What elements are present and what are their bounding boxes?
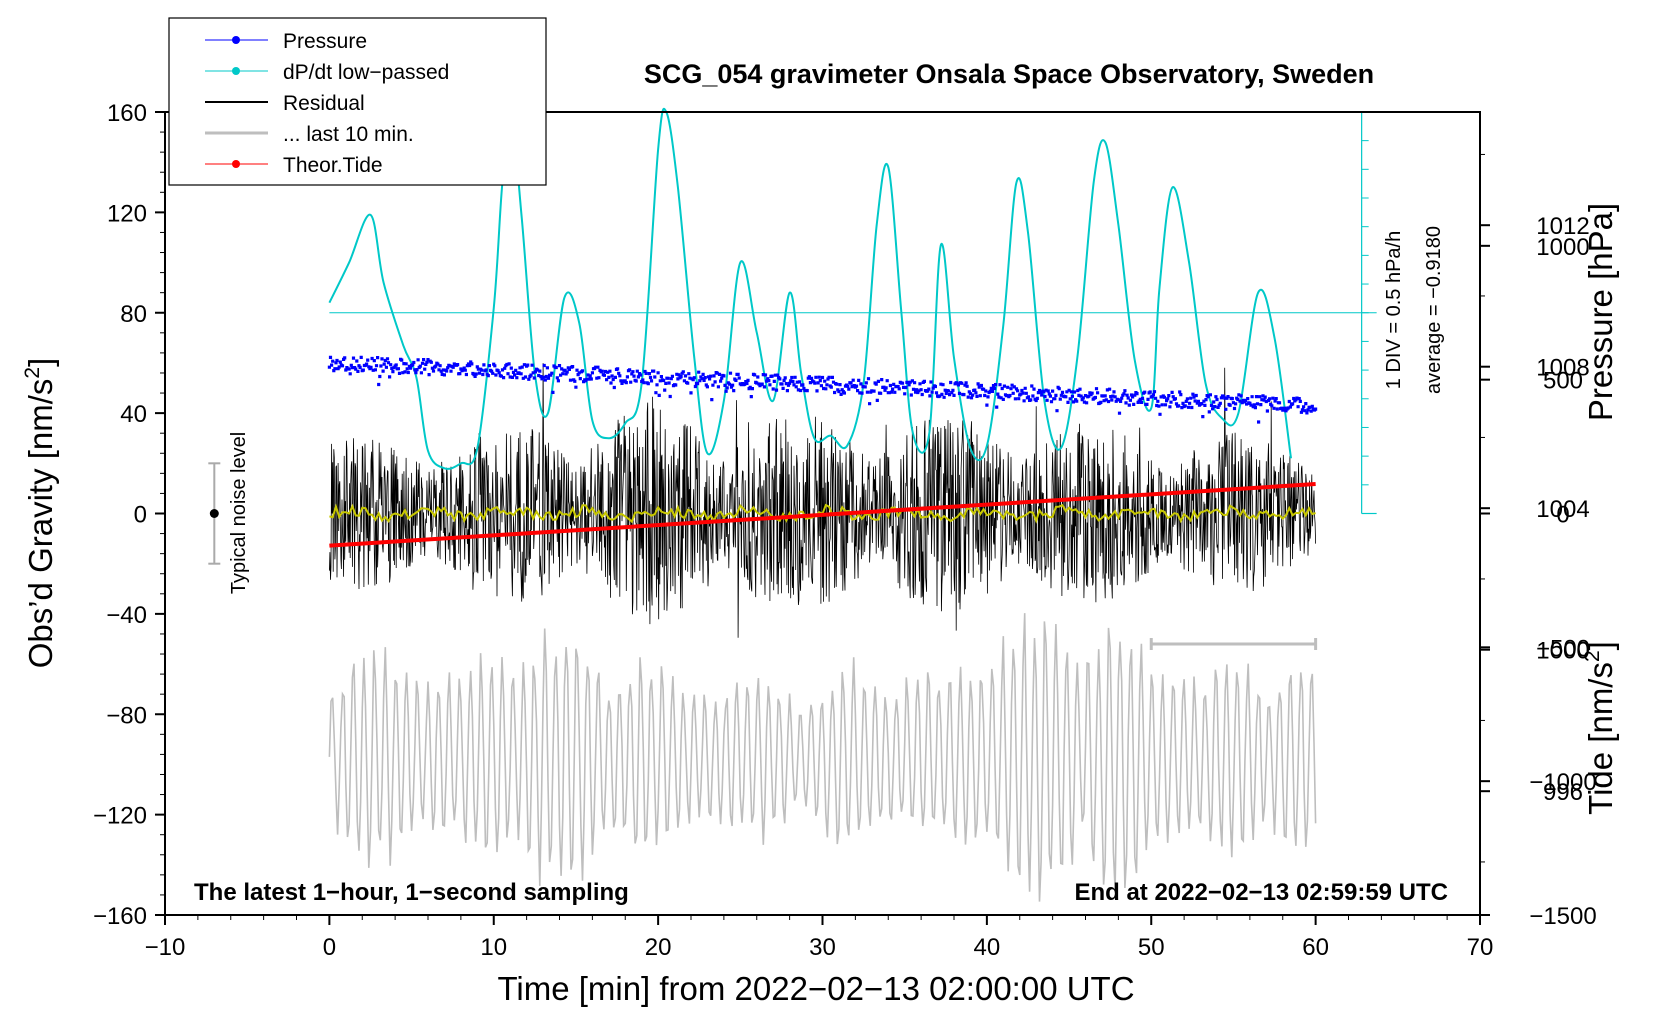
y-tick-label: 0 [134,502,147,529]
legend-entry-last10: ... last 10 min. [205,123,414,146]
end-time-note: End at 2022−02−13 02:59:59 UTC [1074,879,1448,906]
legend-entry-pressure: Pressure [205,30,367,53]
y-axis-label-pressure: Pressure [hPa] [1582,203,1619,421]
y-tick-label: −40 [106,602,147,629]
pressure-tick-label: 996 [1543,779,1583,806]
x-tick-label: 70 [1467,934,1494,961]
legend-marker-pressure [232,36,240,44]
noise-bar-dot [209,509,219,518]
y-tick-label: 160 [107,100,147,127]
svg-text:Pressure: Pressure [283,30,367,53]
legend-entry-residual: Residual [205,92,365,115]
tide-tick-label: −500 [1536,635,1590,662]
tide-tick-label: 500 [1543,368,1583,395]
x-tick-label: 50 [1138,934,1165,961]
plot-area: −10 0 10 20 30 40 50 60 70 160 120 80 40 0 −40 −80 −120 −… [93,100,1597,961]
tide-tick-label: −1500 [1529,903,1596,930]
pressure-tick-label: 1000 [1536,638,1589,665]
tide-trace [329,482,1316,548]
y-tick-label: −160 [93,903,147,930]
x-tick-label: 60 [1302,934,1329,961]
y-tick-label: −120 [93,803,147,830]
y-tick-label: 120 [107,200,147,227]
pressure-tick-label: 1004 [1536,496,1589,523]
tide-tick-label: 1000 [1536,234,1589,261]
chart-title: SCG_054 gravimeter Onsala Space Observat… [644,59,1374,89]
y-tick-label: 80 [120,301,147,328]
legend-entry-ddt: dP/dt low−passed [205,61,449,84]
x-tick-label: 30 [809,934,836,961]
x-tick-label: 10 [480,934,507,961]
y-tick-label: −80 [106,702,147,729]
tide-tick-label: 0 [1556,502,1569,529]
pressure-tick-label: 1008 [1536,355,1589,382]
x-tick-label: 40 [974,934,1001,961]
legend-entry-tide: Theor.Tide [205,154,383,177]
legend: Pressure dP/dt low−passed Residual ... l… [168,17,547,186]
y-axis-label-tide: Tide [nm/s2] [1581,641,1619,815]
y-axis-label-gravity: Obs’d Gravity [nm/s2] [21,358,59,669]
x-axis-label: Time [min] from 2022−02−13 02:00:00 UTC [497,970,1134,1007]
pressure-tick-label: 1012 [1536,213,1589,240]
legend-marker-ddt [232,67,240,75]
pressure-trace [327,355,1318,424]
latest-sampling-note: The latest 1−hour, 1−second sampling [194,879,629,906]
svg-text:... last 10 min.: ... last 10 min. [283,123,414,146]
x-tick-label: −10 [145,934,186,961]
svg-text:Theor.Tide: Theor.Tide [283,154,383,177]
y-axis-label-tide-sup: 2 [1581,650,1604,662]
ddt-average-label: average = −0.9180 [1423,226,1445,394]
legend-marker-tide [232,160,240,168]
residual-trace [329,363,1316,638]
svg-text:dP/dt low−passed: dP/dt low−passed [283,61,449,84]
ddt-div-label: 1 DIV = 0.5 hPa/h [1383,231,1405,389]
y-tick-label: 40 [120,401,147,428]
svg-text:Residual: Residual [283,92,365,115]
noise-level-label: Typical noise level [228,432,250,594]
x-tick-label: 0 [323,934,336,961]
last10-trace [328,613,1317,902]
y-axis-label-gravity-sup: 2 [21,367,44,379]
x-tick-label: 20 [645,934,672,961]
tide-tick-label: −1000 [1529,769,1596,796]
